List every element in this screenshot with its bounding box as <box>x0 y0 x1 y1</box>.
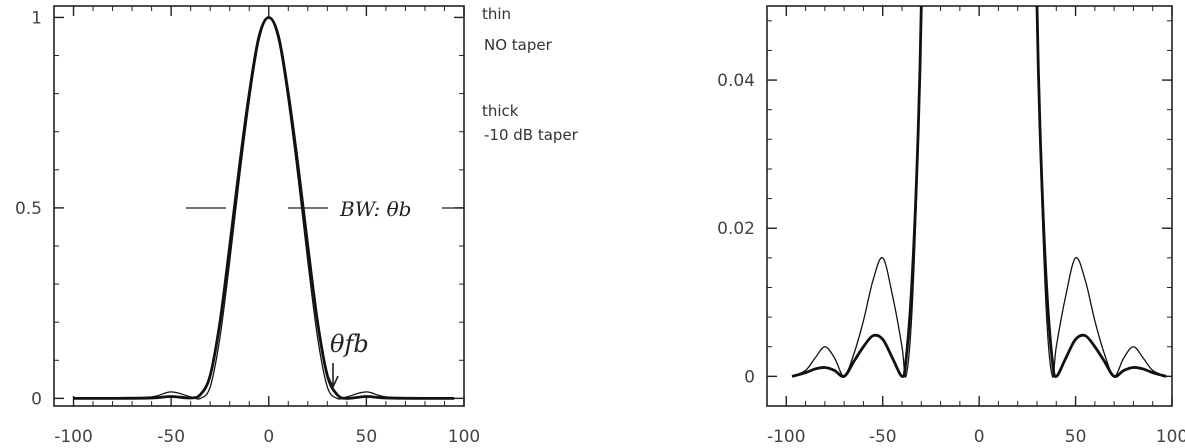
x-tick-label: 100 <box>1156 427 1185 447</box>
chart-left-beam-pattern: -100 -50 0 50 100 0 0.5 1 <box>15 5 480 447</box>
y-tick-label: 0.02 <box>717 219 755 239</box>
chart-right-sidelobe-zoom: -100 -50 0 50 100 0 0.02 0.04 <box>717 5 1185 447</box>
x-tick-label: 50 <box>356 427 378 447</box>
x-tick-label: 0 <box>974 427 985 447</box>
chart-right-series <box>791 6 1167 378</box>
series-thin-line <box>791 6 1167 378</box>
legend-thin-title: thin <box>482 5 511 23</box>
series-thick-line <box>73 16 455 400</box>
legend: thin NO taper thick -10 dB taper <box>482 5 579 144</box>
legend-thick-title: thick <box>482 102 519 120</box>
annotations: BW: θb θfb <box>186 197 464 389</box>
beamwidth-label: BW: θb <box>339 197 411 221</box>
y-tick-label: 0 <box>31 389 42 409</box>
y-tick-label: 0.5 <box>15 199 42 219</box>
first-null-arrow <box>327 363 339 389</box>
first-null-label: θfb <box>330 330 369 358</box>
x-tick-label: -100 <box>54 427 93 447</box>
chart-left-series <box>73 16 455 400</box>
x-tick-label: 100 <box>448 427 480 447</box>
legend-thin-desc: NO taper <box>484 36 553 54</box>
series-thick-line <box>791 6 1167 378</box>
x-tick-label: 0 <box>263 427 274 447</box>
y-tick-label: 1 <box>31 8 42 28</box>
x-tick-label: -100 <box>767 427 806 447</box>
y-tick-label: 0 <box>744 367 755 387</box>
chart-right-ticks: -100 -50 0 50 100 0 0.02 0.04 <box>717 6 1185 447</box>
y-tick-label: 0.04 <box>717 71 755 91</box>
legend-thick-desc: -10 dB taper <box>484 126 579 144</box>
chart-left-frame <box>53 5 465 407</box>
chart-left-ticks: -100 -50 0 50 100 0 0.5 1 <box>15 6 480 447</box>
x-tick-label: -50 <box>157 427 185 447</box>
x-tick-label: 50 <box>1065 427 1087 447</box>
chart-right-frame <box>766 5 1173 407</box>
x-tick-label: -50 <box>869 427 897 447</box>
